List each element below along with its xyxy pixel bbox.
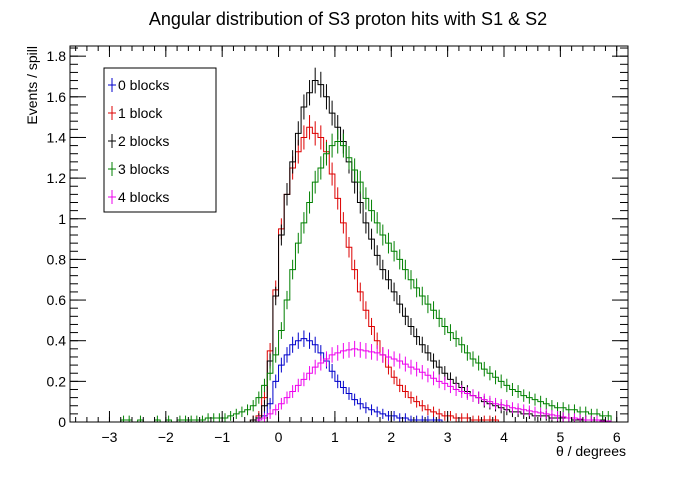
legend-entry: 3 blocks xyxy=(108,161,169,177)
series-line xyxy=(70,141,628,423)
legend-box xyxy=(103,67,217,213)
legend-entry: 2 blocks xyxy=(108,133,169,149)
series-line xyxy=(70,348,628,423)
y-tick-label: 0.4 xyxy=(47,333,67,349)
series-3-blocks xyxy=(70,129,628,423)
legend-label: 0 blocks xyxy=(118,77,169,93)
legend-entry: 0 blocks xyxy=(108,77,169,93)
x-tick-label: 0 xyxy=(275,429,283,445)
y-tick-label: 1 xyxy=(58,211,66,227)
x-tick-label: 2 xyxy=(387,429,395,445)
legend-label: 2 blocks xyxy=(118,133,169,149)
legend-label: 3 blocks xyxy=(118,161,169,177)
legend-entry: 4 blocks xyxy=(108,189,169,205)
legend-label: 1 block xyxy=(118,105,163,121)
y-axis-label: Events / spill xyxy=(24,46,40,125)
y-tick-label: 0.2 xyxy=(47,373,67,389)
x-tick-label: −2 xyxy=(158,429,174,445)
x-tick-label: 3 xyxy=(444,429,452,445)
x-axis-label: θ / degrees xyxy=(556,443,626,459)
y-tick-label: 0.8 xyxy=(47,251,67,267)
y-tick-label: 1.8 xyxy=(47,48,67,64)
chart-title: Angular distribution of S3 proton hits w… xyxy=(149,9,547,29)
y-tick-label: 1.4 xyxy=(47,129,67,145)
legend-entry: 1 block xyxy=(108,105,163,121)
y-tick-label: 1.2 xyxy=(47,170,67,186)
x-tick-label: −3 xyxy=(101,429,117,445)
legend-label: 4 blocks xyxy=(118,189,169,205)
x-tick-label: 6 xyxy=(613,429,621,445)
series-4-blocks xyxy=(70,340,628,423)
x-tick-label: 5 xyxy=(556,429,564,445)
x-tick-label: 1 xyxy=(331,429,339,445)
legend: 0 blocks 1 block 2 blocks 3 blocks 4 blocks xyxy=(103,67,217,213)
plot-frame xyxy=(69,45,629,423)
y-tick-label: 0 xyxy=(58,414,66,430)
y-tick-label: 1.6 xyxy=(47,89,67,105)
axes: −3 −2 −1 0 1 2 3 4 5 6 0 0.2 0.4 0.6 0.8 1 1.2 1.4 1.6 1.8 xyxy=(47,45,629,445)
x-tick-label: 4 xyxy=(500,429,508,445)
x-tick-label: −1 xyxy=(214,429,230,445)
y-tick-label: 0.6 xyxy=(47,292,67,308)
